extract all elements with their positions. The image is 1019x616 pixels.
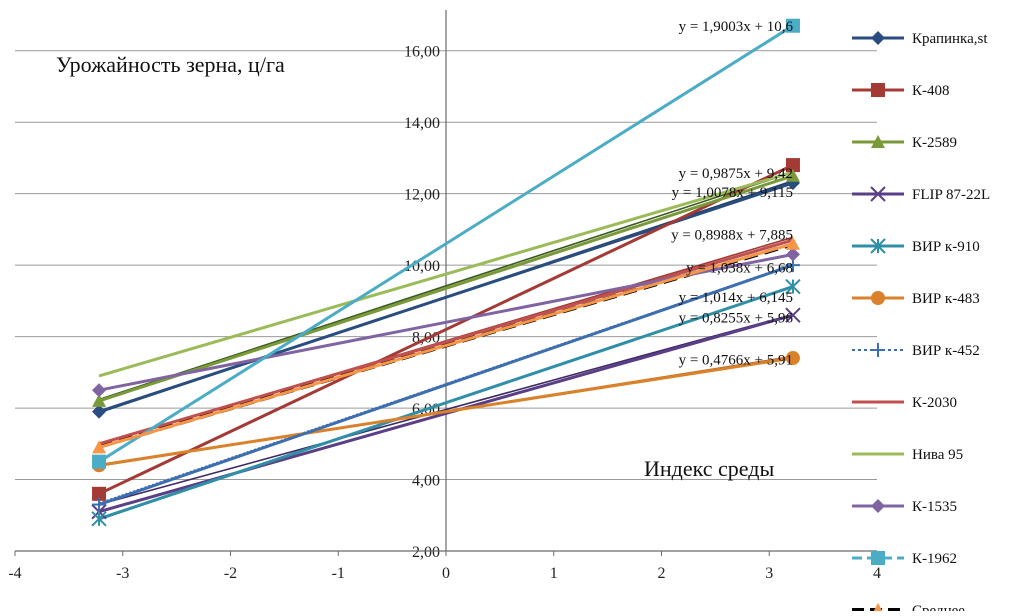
data-point-stroke (785, 307, 801, 323)
trendline-equation: y = 1,014x + 6,145 (679, 290, 793, 306)
legend-label: Среднее (912, 603, 965, 611)
trendline-equation: y = 1,038x + 6,68 (686, 260, 793, 276)
data-point (92, 393, 107, 407)
legend-swatch-marker (871, 499, 885, 513)
legend-swatch-marker (871, 291, 885, 305)
data-point (92, 383, 107, 398)
data-point (92, 497, 107, 512)
trendline-equation: y = 1,0078x + 9,115 (672, 185, 793, 201)
legend-swatch-marker (871, 551, 885, 565)
series-line (98, 174, 794, 403)
y-tick-label: 12,00 (404, 187, 440, 204)
y-tick-label: 10,00 (404, 258, 440, 275)
legend-swatch-marker (871, 343, 885, 357)
legend: Крапинка,st К-408 К-2589 FLIP 87-22L ВИР к-9… (852, 31, 990, 616)
series-markers (91, 18, 801, 527)
data-point (785, 247, 800, 262)
legend-label: К-1962 (912, 551, 957, 567)
data-point (91, 503, 107, 520)
y-tick-label: 14,00 (404, 115, 440, 132)
legend-label: К-2030 (912, 395, 957, 411)
legend-label: К-408 (912, 83, 950, 99)
y-tick-label: 4,00 (412, 473, 440, 490)
data-point (785, 351, 800, 366)
data-point (92, 404, 107, 419)
data-point (92, 440, 107, 454)
series-line (98, 24, 794, 463)
x-tick-label: 3 (765, 565, 773, 582)
legend-swatch-marker (870, 238, 886, 254)
x-tick-label: 0 (442, 565, 450, 582)
data-point (91, 511, 107, 527)
y-tick-label: 16,00 (404, 44, 440, 61)
legend-label: Крапинка,st (912, 31, 988, 47)
legend-label: К-1535 (912, 499, 957, 515)
x-tick-label: -1 (332, 565, 345, 582)
legend-label: ВИР к-452 (912, 343, 980, 359)
axes: 2,004,006,008,0010,0012,0014,0016,00-4-3… (8, 10, 881, 582)
data-point (785, 236, 800, 250)
data-point (785, 18, 800, 33)
data-point (785, 278, 801, 295)
equation-labels: y = 1,9003x + 10,6 y = 0,9875x + 9,42 y = … (671, 19, 793, 368)
data-point (785, 168, 800, 182)
series-line (98, 163, 794, 496)
series-lines (98, 24, 794, 521)
trendline (98, 171, 794, 401)
legend-label: FLIP 87-22L (912, 187, 990, 203)
data-point (92, 454, 107, 469)
x-axis-title: Индекс среды (644, 456, 774, 481)
series-line (98, 242, 794, 449)
legend-swatch-marker (871, 31, 885, 45)
series-line (98, 285, 794, 521)
y-tick-label: 2,00 (412, 544, 440, 561)
series-line (98, 238, 794, 446)
x-tick-label: 2 (658, 565, 666, 582)
legend-swatch-marker-stroke (870, 186, 886, 202)
legend-swatch-marker (871, 135, 885, 148)
y-axis-title: Урожайность зерна, ц/га (56, 52, 285, 77)
x-tick-label: -3 (116, 565, 129, 582)
series-line (98, 263, 794, 506)
trendline (98, 313, 794, 506)
x-tick-label: -2 (224, 565, 237, 582)
legend-swatch-marker (871, 83, 885, 97)
legend-label: ВИР к-910 (912, 239, 980, 255)
x-tick-label: 4 (873, 565, 881, 582)
legend-label: ВИР к-483 (912, 291, 980, 307)
trendline-equation: y = 0,8988x + 7,885 (671, 227, 793, 243)
legend-label: К-2589 (912, 135, 957, 151)
trendline-equation: y = 1,9003x + 10,6 (679, 19, 794, 35)
data-point (92, 486, 107, 501)
data-point-stroke (91, 503, 107, 520)
data-point (785, 158, 800, 173)
series-line (98, 356, 794, 467)
legend-label: Нива 95 (912, 447, 963, 463)
legend-swatch-marker (870, 186, 886, 202)
data-point (785, 307, 801, 323)
trendline-equation: y = 0,4766x + 5,91 (679, 352, 793, 368)
x-tick-label: 1 (550, 565, 558, 582)
series-line (98, 170, 794, 378)
x-tick-label: -4 (8, 565, 21, 582)
trendline-equation: y = 0,9875x + 9,42 (679, 166, 793, 182)
trendline-equation: y = 0,8255x + 5,96 (679, 311, 794, 327)
